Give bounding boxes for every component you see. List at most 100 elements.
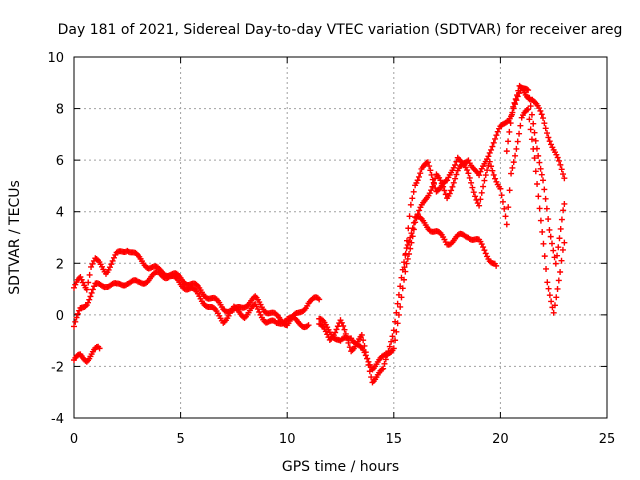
data-point	[397, 303, 404, 310]
data-point	[488, 163, 495, 170]
data-point	[512, 96, 519, 103]
data-point	[477, 196, 484, 203]
data-point	[417, 170, 424, 177]
data-point	[535, 193, 542, 200]
data-point	[452, 175, 459, 182]
data-point	[514, 92, 521, 99]
data-point	[523, 86, 530, 93]
data-point	[557, 268, 564, 275]
data-point	[345, 339, 352, 346]
data-point	[470, 189, 477, 196]
data-point	[544, 130, 551, 137]
series-track-c	[71, 343, 103, 365]
data-point	[87, 293, 94, 300]
data-point	[393, 309, 400, 316]
x-axis-label: GPS time / hours	[282, 459, 399, 475]
x-tick-label: 20	[492, 432, 509, 447]
data-point	[109, 257, 116, 264]
data-point	[410, 188, 417, 195]
data-point	[85, 279, 92, 286]
data-point	[508, 170, 515, 177]
data-point	[515, 87, 522, 94]
data-point	[368, 374, 375, 381]
data-point	[480, 244, 487, 251]
data-point	[551, 302, 558, 309]
data-point	[481, 247, 488, 254]
data-point	[476, 172, 483, 179]
grid-layer	[74, 57, 607, 418]
data-point	[532, 168, 539, 175]
data-point	[446, 190, 453, 197]
data-point	[527, 126, 534, 133]
data-point	[560, 207, 567, 214]
data-point	[542, 195, 549, 202]
data-point	[338, 319, 345, 326]
data-point	[85, 299, 92, 306]
data-point	[507, 120, 514, 127]
data-point	[502, 213, 509, 220]
data-point	[531, 155, 538, 162]
data-point	[544, 279, 551, 286]
data-point	[525, 106, 532, 113]
y-tick-label: -4	[51, 412, 64, 427]
data-point	[497, 185, 504, 192]
data-point	[449, 183, 456, 190]
data-point	[540, 177, 547, 184]
data-point	[558, 257, 565, 264]
data-point	[427, 167, 434, 174]
data-point	[465, 170, 472, 177]
data-point	[384, 352, 391, 359]
data-point	[482, 172, 489, 179]
data-point	[547, 233, 554, 240]
data-point	[365, 362, 372, 369]
data-point	[83, 286, 90, 293]
data-point	[89, 286, 96, 293]
data-point	[403, 245, 410, 252]
data-point	[489, 143, 496, 150]
data-point	[342, 330, 349, 337]
data-point	[82, 303, 89, 310]
x-tick-label: 0	[70, 432, 78, 447]
data-point	[76, 307, 83, 314]
data-point	[73, 314, 80, 321]
y-tick-label: 4	[56, 206, 64, 221]
data-point	[557, 225, 564, 232]
data-point	[88, 263, 95, 270]
data-point	[409, 195, 416, 202]
y-tick-label: 6	[56, 154, 64, 169]
data-point	[536, 205, 543, 212]
data-point	[489, 167, 496, 174]
data-point	[554, 285, 561, 292]
data-point	[561, 175, 568, 182]
data-point	[96, 345, 103, 352]
data-point	[381, 360, 388, 367]
data-point	[392, 337, 399, 344]
data-point	[394, 300, 401, 307]
data-point	[541, 186, 548, 193]
data-point	[531, 129, 538, 136]
data-point	[392, 318, 399, 325]
data-point	[517, 122, 524, 129]
data-point	[110, 254, 117, 261]
data-point	[534, 181, 541, 188]
data-point	[364, 355, 371, 362]
data-point	[402, 250, 409, 257]
data-point	[341, 326, 348, 333]
data-point	[501, 205, 508, 212]
data-point	[548, 240, 555, 247]
data-point	[526, 94, 533, 101]
series-track-e	[316, 213, 500, 386]
data-point	[560, 171, 567, 178]
data-point	[78, 276, 85, 283]
data-point	[469, 184, 476, 191]
data-point	[333, 326, 340, 333]
data-point	[538, 171, 545, 178]
data-point	[86, 271, 93, 278]
data-point	[545, 134, 552, 141]
data-point	[556, 157, 563, 164]
data-point	[478, 189, 485, 196]
data-point	[485, 153, 492, 160]
data-point	[386, 343, 393, 350]
plot-frame	[73, 56, 608, 419]
data-point	[424, 159, 431, 166]
